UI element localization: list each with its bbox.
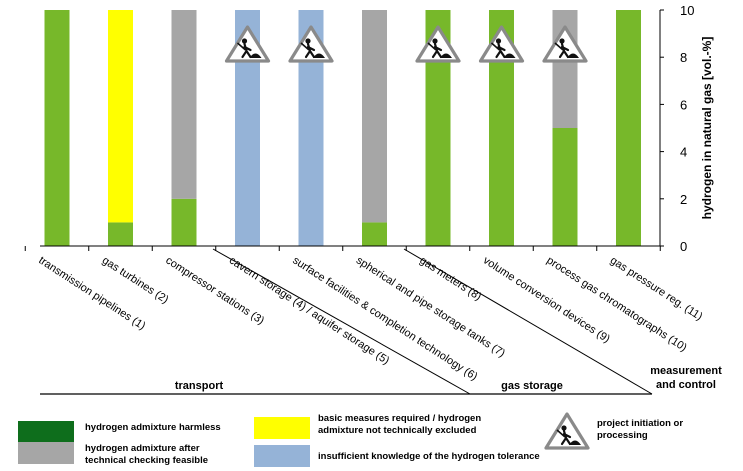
worker-body [558, 42, 570, 59]
sign-triangle [288, 25, 334, 63]
worker-head [432, 38, 438, 44]
y-tick-label-1: 2 [680, 192, 687, 207]
dirt-pile [567, 53, 579, 58]
project-marker-icon-4 [288, 25, 334, 63]
bar-1-segment-0 [108, 222, 133, 246]
legend: hydrogen admixture harmless hydrogen admi… [18, 412, 683, 467]
bar-2-segment-1 [171, 10, 197, 199]
worker-head [495, 38, 502, 44]
legend-project-icon [544, 412, 590, 450]
y-axis-label: hydrogen in natural gas [vol.-%] [700, 37, 714, 220]
project-marker-icon-6 [415, 25, 461, 63]
legend-label-basic_measures-1: admixture not technically excluded [318, 425, 477, 436]
sign-triangle [415, 25, 461, 63]
shovel [490, 42, 501, 51]
dirt-pile [569, 440, 581, 445]
sign-triangle [542, 25, 588, 63]
project-marker-icon-3 [224, 25, 271, 63]
shovel [427, 42, 437, 51]
bar-9-segment-0 [616, 10, 641, 246]
axes-layer [24, 10, 661, 251]
worker-body [560, 429, 572, 446]
legend-label-project-1: processing [597, 430, 648, 441]
legend-swatch-harmless [18, 421, 74, 443]
y-tick-label-4: 8 [680, 50, 687, 65]
y-tick-labels: 0 2 4 6 8 10 [660, 3, 694, 254]
legend-swatch-insufficient_knowledge [254, 445, 310, 467]
y-tick-label-0: 0 [680, 239, 687, 254]
legend-label-after_checking-1: technical checking feasible [85, 455, 208, 466]
worker-body [241, 42, 252, 59]
legend-label-insufficient_knowledge-0: insufficient knowledge of the hydrogen t… [318, 451, 540, 462]
sign-triangle [478, 25, 525, 63]
dirt-pile [503, 53, 516, 58]
shovel [236, 42, 247, 51]
worker-head [561, 425, 567, 431]
worker-head [559, 38, 565, 44]
shovel [556, 429, 566, 438]
worker-head [241, 38, 248, 44]
bars-layer [44, 10, 641, 246]
bar-1-segment-1 [108, 10, 133, 223]
bar-5-segment-0 [362, 222, 387, 246]
legend-swatch-basic_measures [254, 417, 310, 439]
worker-head [305, 38, 311, 44]
legend-label-harmless-0: hydrogen admixture harmless [85, 422, 221, 433]
group-label-gas-storage: gas storage [501, 380, 563, 392]
y-tick-label-3: 6 [680, 97, 687, 112]
dirt-pile [440, 53, 452, 58]
separator-storage-measurement [403, 248, 653, 395]
legend-label-basic_measures-0: basic measures required / hydrogen [318, 413, 481, 424]
group-label-measurement-line-2: and control [656, 379, 716, 391]
project-marker-icon-8 [542, 25, 588, 63]
bar-0-segment-0 [44, 10, 70, 246]
group-separators [40, 248, 653, 395]
shovel [554, 42, 564, 51]
category-label-0: transmission pipelines (1) [36, 254, 147, 332]
project-marker-icon-7 [478, 25, 525, 63]
group-label-measurement-line-1: measurement [650, 365, 722, 377]
shovel [300, 42, 310, 51]
sign-triangle [224, 25, 271, 63]
group-labels: transport gas storage measurement and contr… [175, 365, 722, 392]
y-tick-label-5: 10 [680, 3, 694, 18]
worker-body [431, 42, 443, 59]
bar-2-segment-0 [171, 198, 197, 246]
y-tick-label-2: 4 [680, 145, 687, 160]
worker-body [304, 42, 316, 59]
legend-swatch-after_checking [18, 442, 74, 464]
category-labels: transmission pipelines (1)gas turbines (… [36, 254, 704, 383]
worker-body [495, 42, 506, 59]
group-label-transport: transport [175, 380, 224, 392]
bar-5-segment-1 [362, 10, 387, 223]
category-label-6: gas meters (8) [417, 254, 483, 303]
bar-8-segment-0 [552, 128, 578, 246]
sign-triangle [544, 412, 590, 450]
dirt-pile [313, 53, 325, 58]
separator-transport-storage [212, 248, 471, 395]
legend-label-project-0: project initiation or [597, 418, 683, 429]
dirt-pile [249, 53, 262, 58]
legend-label-after_checking-0: hydrogen admixture after [85, 443, 200, 454]
project-markers-layer [224, 25, 588, 63]
